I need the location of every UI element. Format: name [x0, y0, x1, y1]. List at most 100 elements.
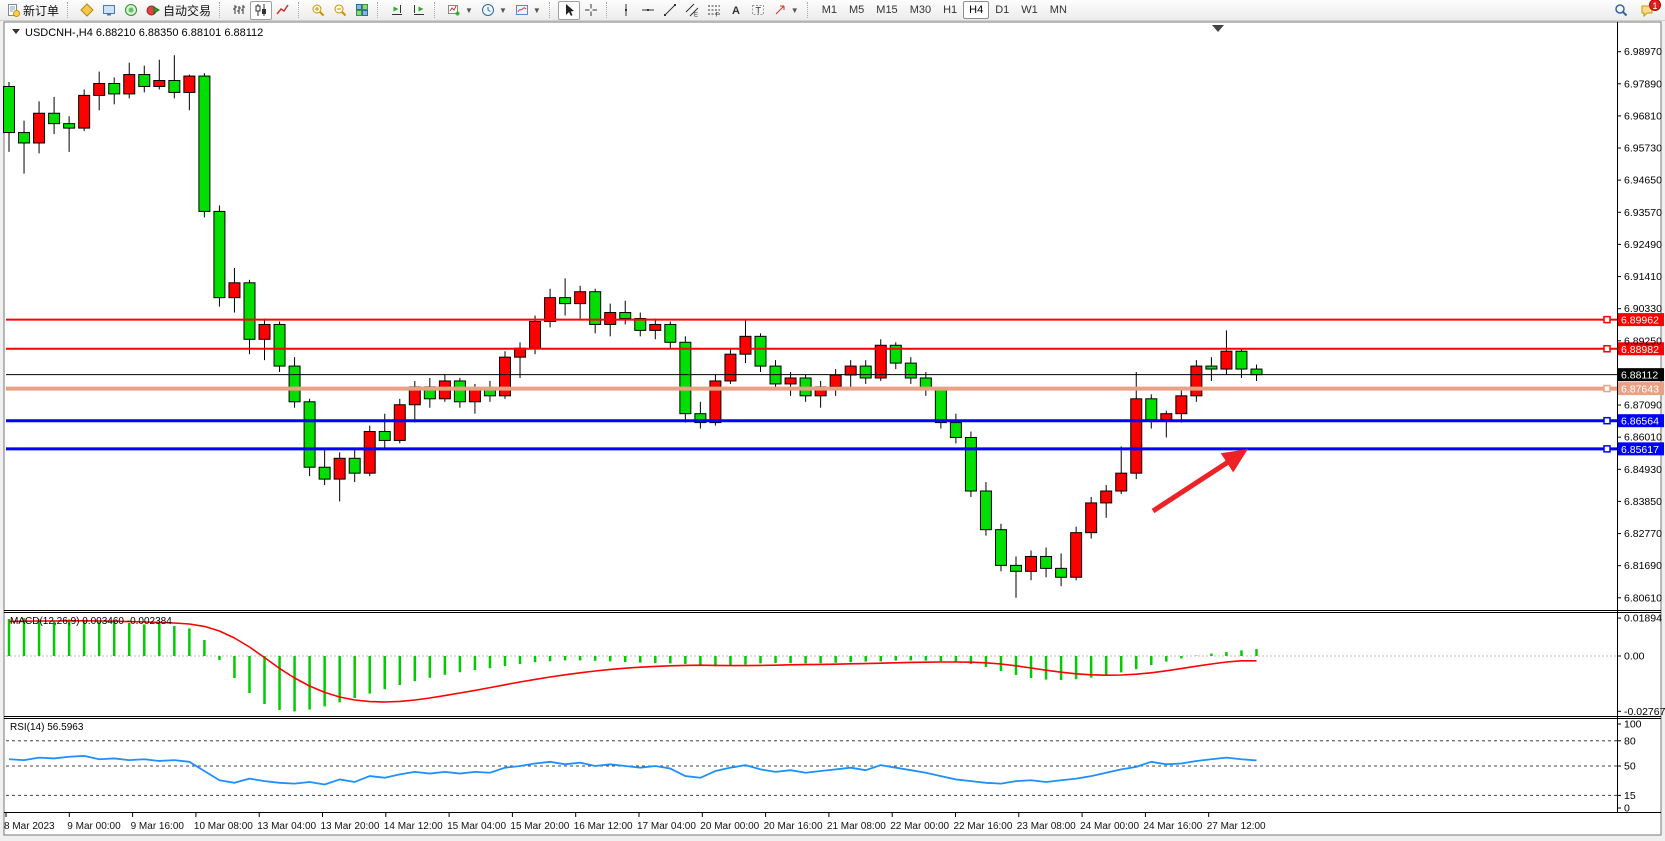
- candle: [784, 372, 797, 396]
- candle: [33, 101, 46, 154]
- time-tick-label: 16 Mar 12:00: [574, 821, 633, 832]
- candle: [243, 279, 256, 355]
- rsi-tick-label: 80: [1624, 735, 1636, 747]
- line-handle[interactable]: [1603, 345, 1611, 353]
- cursor-button[interactable]: [557, 0, 580, 20]
- candle: [273, 321, 286, 373]
- line-chart-button[interactable]: [272, 1, 294, 20]
- new-order-button[interactable]: 新订单: [2, 1, 63, 20]
- time-tick-label: 8 Mar 2023: [4, 821, 55, 832]
- candle: [333, 452, 346, 502]
- fibonacci-button[interactable]: F: [703, 1, 725, 20]
- timeframe-d1[interactable]: D1: [995, 4, 1010, 16]
- chart-menu-caret-icon[interactable]: [12, 29, 20, 34]
- candle: [153, 59, 166, 90]
- candlestick-chart-icon: [255, 4, 267, 16]
- trend-arrow-annotation[interactable]: [1151, 449, 1248, 514]
- price-tick-label: 6.97890: [1624, 78, 1662, 90]
- price-tick-label: 6.87090: [1624, 400, 1662, 412]
- timeframe-m1[interactable]: M1: [821, 4, 837, 16]
- line-handle[interactable]: [1603, 416, 1611, 425]
- time-tick-label: 27 Mar 12:00: [1207, 821, 1266, 832]
- candle: [1175, 389, 1188, 423]
- toolbar-separator: [219, 2, 225, 18]
- autotrading-label: 自动交易: [163, 3, 212, 18]
- toolbar-separator: [806, 2, 813, 18]
- candle: [964, 431, 977, 497]
- line-handle[interactable]: [1603, 315, 1611, 324]
- candle: [709, 375, 722, 426]
- candle: [1085, 496, 1098, 539]
- candle: [1055, 553, 1068, 587]
- timeframe-h4[interactable]: H4: [963, 1, 990, 19]
- bar-chart-button[interactable]: [228, 1, 250, 20]
- search-button[interactable]: [1611, 1, 1631, 20]
- candle: [1220, 330, 1233, 376]
- timeframe-w1[interactable]: W1: [1021, 4, 1038, 16]
- text-button[interactable]: A: [725, 1, 747, 20]
- charts-button[interactable]: [76, 1, 98, 20]
- trendline-button[interactable]: [659, 1, 681, 20]
- candle: [93, 71, 106, 111]
- timeframe-m30[interactable]: M30: [909, 4, 932, 16]
- svg-text:A: A: [732, 5, 740, 17]
- editor-button[interactable]: [120, 1, 142, 20]
- chart-title: USDCNH-,H4 6.88210 6.88350 6.88101 6.881…: [25, 27, 263, 39]
- candle: [168, 55, 181, 99]
- zoom-in-button[interactable]: [307, 1, 329, 20]
- time-tick-label: 10 Mar 08:00: [194, 821, 253, 832]
- line-handle[interactable]: [1603, 384, 1611, 393]
- rsi-indicator-label: RSI(14) 56.5963: [10, 722, 84, 733]
- time-tick-label: 23 Mar 08:00: [1017, 821, 1076, 832]
- search-icon: [1615, 4, 1628, 17]
- arrows-icon: [775, 5, 785, 15]
- autotrading-button[interactable]: 自动交易: [142, 1, 215, 20]
- crosshair-button[interactable]: [580, 1, 602, 20]
- macd-tick-label: 0.00: [1624, 651, 1645, 663]
- period-button[interactable]: ▼: [477, 1, 511, 20]
- time-tick-label: 22 Mar 00:00: [890, 821, 949, 832]
- text-label-button[interactable]: T: [747, 1, 769, 20]
- vertical-line-button[interactable]: [615, 1, 637, 20]
- timeframe-mn[interactable]: MN: [1049, 4, 1067, 16]
- tile-windows-button[interactable]: [351, 1, 373, 20]
- candle: [348, 449, 361, 483]
- macd-panel: 0.01894 0.00 -0.027675: [6, 613, 1665, 718]
- charts-icon: [80, 3, 94, 17]
- price-level-label: [1618, 382, 1664, 396]
- auto-scroll-button[interactable]: [386, 1, 408, 20]
- vertical-line-icon: [624, 4, 627, 16]
- timeframe-h1[interactable]: H1: [943, 4, 958, 16]
- chart-shift-button[interactable]: [408, 1, 430, 20]
- chart-shift-marker[interactable]: [1212, 25, 1224, 32]
- zoom-out-button[interactable]: [329, 1, 351, 20]
- timeframe-m5[interactable]: M5: [849, 4, 865, 16]
- price-level-label: [1618, 342, 1664, 356]
- period-icon: [481, 4, 494, 16]
- rsi-line: [8, 755, 1257, 786]
- time-tick-label: 15 Mar 04:00: [447, 821, 506, 832]
- price-tick-label: 6.92490: [1624, 239, 1662, 251]
- zoom-out-icon: [334, 4, 347, 17]
- horizontal-line-button[interactable]: [637, 1, 659, 20]
- candle: [108, 77, 121, 105]
- candle: [3, 82, 15, 152]
- price-level-text: 6.89962: [1621, 315, 1659, 327]
- time-tick-label: 24 Mar 00:00: [1080, 821, 1139, 832]
- candle: [889, 342, 902, 370]
- arrows-button[interactable]: ▼: [769, 1, 803, 20]
- time-tick-label: 13 Mar 20:00: [321, 821, 380, 832]
- line-handle[interactable]: [1603, 445, 1611, 453]
- time-tick-label: 15 Mar 20:00: [510, 821, 569, 832]
- add-indicator-icon: [448, 5, 460, 16]
- timeframe-m15[interactable]: M15: [876, 4, 898, 16]
- template-button[interactable]: ▼: [511, 1, 545, 20]
- terminal-button[interactable]: [98, 1, 120, 20]
- candlestick-chart-button[interactable]: [250, 0, 273, 20]
- channel-button[interactable]: E: [681, 1, 703, 20]
- add-indicator-button[interactable]: ▼: [443, 1, 477, 20]
- notifications-button[interactable]: 1: [1637, 0, 1661, 20]
- toolbar-separator: [298, 2, 304, 18]
